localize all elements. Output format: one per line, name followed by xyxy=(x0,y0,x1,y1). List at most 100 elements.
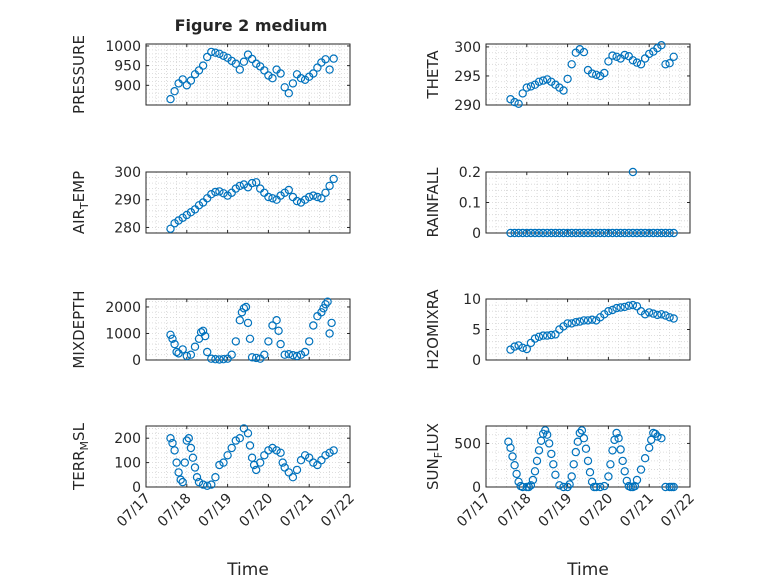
data-point xyxy=(518,89,527,98)
data-point xyxy=(300,347,310,357)
data-point xyxy=(575,428,585,438)
data-point xyxy=(538,76,548,85)
data-point xyxy=(587,69,597,78)
data-point xyxy=(510,461,519,470)
data-point xyxy=(170,339,179,349)
x-tick-label: 07/22 xyxy=(318,491,358,531)
data-point xyxy=(622,476,632,486)
data-point xyxy=(530,467,540,476)
axes-box xyxy=(145,425,351,488)
data-point xyxy=(624,228,634,238)
data-point xyxy=(661,60,670,69)
data-point xyxy=(649,309,658,318)
data-point xyxy=(530,334,540,343)
y-tick-label: 0.1 xyxy=(459,196,481,212)
data-point xyxy=(559,228,568,238)
y-tick-label: 290 xyxy=(114,193,141,209)
data-point xyxy=(575,317,585,326)
data-point xyxy=(579,434,589,443)
data-point xyxy=(235,316,244,325)
data-point xyxy=(239,304,249,313)
data-point xyxy=(616,303,625,312)
data-point xyxy=(657,310,666,319)
data-point xyxy=(653,432,662,441)
data-point xyxy=(632,228,642,238)
data-point xyxy=(268,321,277,330)
data-point xyxy=(329,446,338,455)
data-point xyxy=(567,60,576,69)
data-point xyxy=(518,482,527,492)
data-point xyxy=(551,330,560,339)
data-point xyxy=(514,228,523,238)
data-point xyxy=(596,482,605,492)
data-point xyxy=(207,480,216,489)
y-axis-label: MIXDEPTH xyxy=(70,290,88,368)
data-point xyxy=(321,300,330,309)
data-point xyxy=(200,331,210,341)
data-point xyxy=(543,228,552,238)
data-point xyxy=(239,57,249,66)
data-point xyxy=(583,228,593,238)
data-point xyxy=(592,482,601,492)
data-point xyxy=(178,477,187,487)
data-point xyxy=(292,465,302,475)
data-point xyxy=(551,228,560,238)
data-point xyxy=(541,426,550,435)
data-point xyxy=(305,192,314,202)
data-point xyxy=(207,354,216,363)
data-point xyxy=(313,192,322,202)
data-point xyxy=(608,446,617,455)
data-point xyxy=(288,79,298,88)
data-point xyxy=(608,51,617,60)
data-point xyxy=(182,81,191,90)
y-tick-label: 0.2 xyxy=(459,165,481,181)
data-point xyxy=(628,300,638,310)
data-point xyxy=(612,228,621,238)
data-point xyxy=(280,350,289,359)
data-point xyxy=(579,316,589,325)
data-point xyxy=(280,83,289,92)
data-point xyxy=(170,86,179,96)
data-point xyxy=(202,481,212,490)
data-point xyxy=(636,465,646,474)
data-point xyxy=(239,424,249,433)
data-point xyxy=(252,353,261,363)
data-point xyxy=(620,467,629,476)
subplot-mixdepth: 0 1000 2000 MIXDEPTH xyxy=(70,290,351,369)
y-tick-label: 200 xyxy=(114,431,141,447)
data-point xyxy=(252,465,261,475)
data-point xyxy=(292,351,302,361)
data-point xyxy=(645,308,654,317)
x-axis-label: Time xyxy=(226,560,269,580)
data-point xyxy=(604,57,613,66)
data-point xyxy=(243,429,253,438)
x-tick-label: 07/17 xyxy=(454,491,494,531)
data-point xyxy=(321,188,330,197)
data-point xyxy=(288,473,298,482)
data-point xyxy=(168,334,177,343)
data-point xyxy=(640,454,650,463)
data-point xyxy=(571,318,581,327)
data-point xyxy=(604,472,613,481)
data-point xyxy=(313,63,322,72)
data-point xyxy=(640,54,650,63)
data-point xyxy=(317,308,326,317)
subplot-rainfall: 0 0.1 0.2 RAINFALL xyxy=(424,165,691,242)
data-point xyxy=(184,434,193,443)
data-point xyxy=(549,460,558,469)
data-point xyxy=(268,73,277,83)
data-point xyxy=(241,302,251,312)
data-point xyxy=(532,456,542,466)
data-point xyxy=(268,443,277,453)
data-point xyxy=(192,473,202,482)
data-point xyxy=(636,60,646,69)
data-point xyxy=(628,56,638,65)
data-point xyxy=(579,47,589,57)
data-point xyxy=(528,475,538,485)
data-point xyxy=(309,321,318,330)
data-point xyxy=(543,331,552,340)
data-point xyxy=(518,343,527,352)
data-point xyxy=(657,228,666,238)
data-point xyxy=(514,477,523,486)
data-point xyxy=(180,458,189,467)
